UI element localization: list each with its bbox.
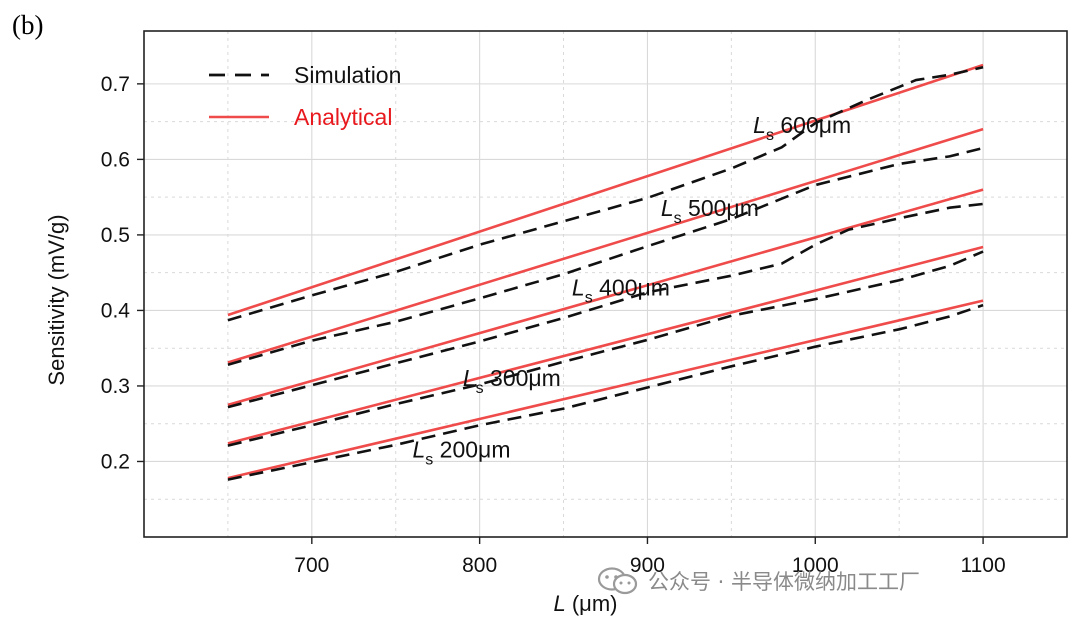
series-label-sub: s <box>674 210 682 227</box>
analytical-line <box>227 245 984 445</box>
series-group: Ls 400μm <box>227 188 984 409</box>
x-tick-label: 900 <box>630 554 665 577</box>
wechat-icon <box>597 567 638 595</box>
y-tick-label: 0.4 <box>101 299 131 322</box>
series-label-var: L <box>463 365 476 391</box>
y-tick-label: 0.3 <box>101 375 130 398</box>
y-axis-title: Sensitivity (mV/g) <box>44 214 69 385</box>
series-label: Ls 500μm <box>661 195 759 227</box>
y-tick-label: 0.7 <box>101 73 130 96</box>
y-tick-label: 0.6 <box>101 148 130 171</box>
analytical-line <box>227 188 984 407</box>
series-label-sub: s <box>425 452 433 469</box>
series-label: Ls 400μm <box>572 274 670 306</box>
series-label: Ls 200μm <box>413 437 511 469</box>
series-label-sub: s <box>476 380 484 397</box>
simulation-line <box>227 303 984 481</box>
simulation-line <box>227 65 984 322</box>
series-label-value: 500μm <box>682 195 759 221</box>
series-label-value: 200μm <box>433 437 510 463</box>
series-label: Ls 300μm <box>463 365 561 397</box>
analytical-line <box>227 127 984 364</box>
watermark-text: 公众号 · 半导体微纳加工工厂 <box>648 570 921 594</box>
series-label-sub: s <box>585 289 593 306</box>
x-tick-label: 700 <box>294 554 329 577</box>
x-tick-label: 1000 <box>792 554 839 577</box>
series-label-value: 400μm <box>593 274 670 300</box>
x-axis-title: L (μm) <box>553 591 617 616</box>
series-label-value: 300μm <box>484 365 561 391</box>
series-label-var: L <box>413 437 426 463</box>
simulation-line <box>227 250 984 447</box>
series-group: Ls 300μm <box>227 245 984 447</box>
analytical-line <box>227 299 984 480</box>
legend-label-analytical: Analytical <box>294 104 392 130</box>
panel-label: (b) <box>12 10 44 40</box>
legend: Simulation Analytical <box>209 62 401 130</box>
series-group: Ls 600μm <box>227 63 984 322</box>
analytical-line <box>227 63 984 317</box>
x-tick-label: 800 <box>462 554 497 577</box>
y-tick-label: 0.2 <box>101 450 130 473</box>
series-label-sub: s <box>766 127 774 144</box>
series-label-var: L <box>753 112 766 138</box>
x-tick-label: 1100 <box>961 554 1006 577</box>
x-axis-title-var: L <box>553 591 565 616</box>
y-tick-label: 0.5 <box>101 224 130 247</box>
series-group: Ls 200μm <box>227 299 984 481</box>
series-group: Ls 500μm <box>227 127 984 367</box>
legend-label-simulation: Simulation <box>294 62 401 88</box>
x-axis-title-unit: (μm) <box>566 591 618 616</box>
watermark: 公众号 · 半导体微纳加工工厂 <box>596 566 920 596</box>
series-label-var: L <box>572 274 585 300</box>
series-label: Ls 600μm <box>753 112 851 144</box>
series-label-var: L <box>661 195 674 221</box>
simulation-line <box>227 146 984 367</box>
plot-frame <box>143 30 1068 538</box>
series-label-value: 600μm <box>774 112 851 138</box>
